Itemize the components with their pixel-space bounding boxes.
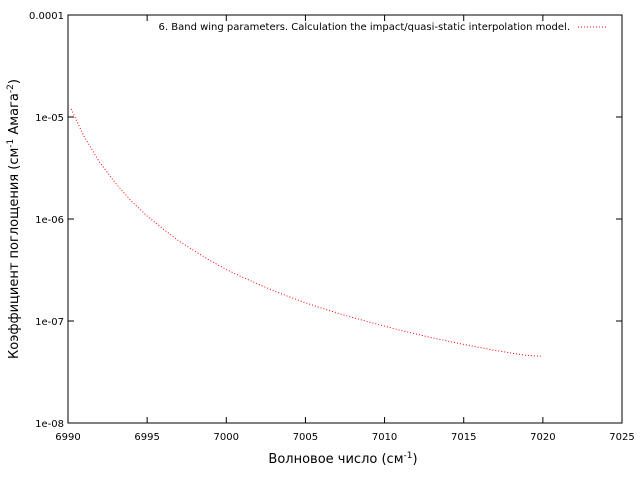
x-tick-label: 7000: [214, 432, 239, 443]
x-tick-label: 7025: [609, 432, 634, 443]
series-line: [70, 108, 543, 357]
x-tick-label: 7020: [530, 432, 555, 443]
y-tick-label: 0.0001: [29, 11, 64, 22]
y-tick-label: 1e-07: [35, 317, 64, 328]
plot-frame: [67, 14, 623, 424]
x-tick-label: 7005: [293, 432, 318, 443]
series-layer: [70, 108, 543, 357]
x-tick-label: 7015: [451, 432, 476, 443]
x-tick-label: 7010: [372, 432, 397, 443]
legend-entry-label: 6. Band wing parameters. Calculation the…: [159, 22, 570, 33]
x-axis-label: Волновое число (см-1): [268, 451, 417, 467]
y-axis-ticks: 1e-08 1e-07 1e-06 1e-05 0.0001: [29, 11, 622, 430]
x-tick-label: 6990: [55, 432, 80, 443]
y-tick-label: 1e-08: [35, 419, 64, 430]
legend: 6. Band wing parameters. Calculation the…: [159, 22, 608, 33]
y-tick-label: 1e-06: [35, 215, 64, 226]
x-tick-label: 6995: [134, 432, 159, 443]
y-axis-label: Коэффициент поглощения (см-1 Амага-2): [6, 79, 22, 359]
y-tick-label: 1e-05: [35, 113, 64, 124]
x-axis-ticks: 6990 6995 7000 7005 7010 7015 7020 7025: [55, 15, 635, 443]
